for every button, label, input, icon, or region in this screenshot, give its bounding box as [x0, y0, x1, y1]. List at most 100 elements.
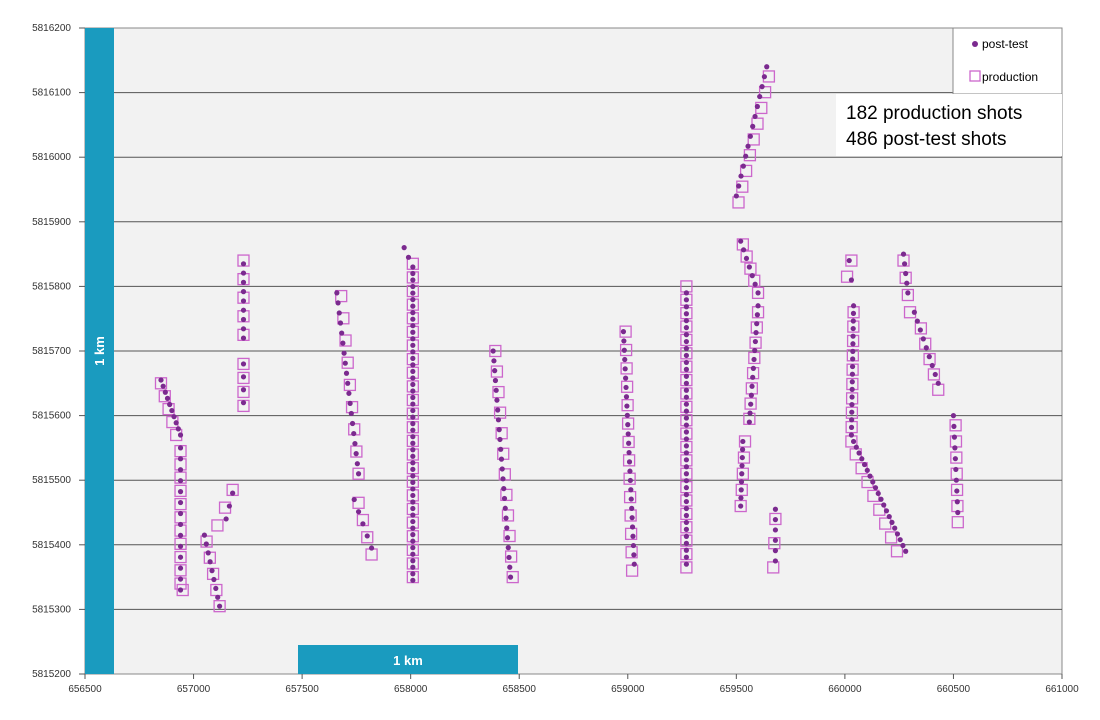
post-test-shot-point: [772, 548, 779, 554]
post-test-shot-point: [903, 548, 909, 554]
post-test-shot-point: [494, 397, 500, 403]
post-test-shot-point: [495, 407, 501, 413]
post-test-shot-point: [410, 368, 416, 375]
post-test-shot-point: [177, 532, 184, 538]
post-test-shot-point: [683, 422, 689, 428]
post-test-shot-point: [954, 488, 960, 494]
post-test-shot-point: [360, 521, 366, 527]
production-shot-point: [339, 334, 352, 347]
post-test-shot-point: [410, 564, 416, 570]
post-test-shot-point: [740, 163, 746, 169]
post-test-shot-point: [850, 348, 856, 354]
post-test-shot-point: [900, 251, 907, 257]
post-test-shot-point: [867, 473, 873, 479]
production-shot-point: [747, 133, 760, 146]
post-test-shot-point: [215, 594, 221, 600]
post-test-shot-point: [628, 487, 634, 493]
post-test-shot-point: [240, 279, 247, 285]
post-test-shot-point: [929, 362, 935, 369]
post-test-shot-point: [683, 464, 689, 470]
legend-post-test-label: post-test: [982, 37, 1029, 51]
post-test-shot-point: [850, 325, 856, 332]
post-test-shot-point: [683, 318, 689, 324]
post-test-shot-point: [752, 113, 758, 120]
post-test-shot-point: [683, 457, 689, 463]
post-test-shot-point: [334, 290, 340, 296]
post-test-shot-point: [683, 297, 689, 303]
production-shot-point: [950, 483, 964, 497]
post-test-shot-point: [351, 496, 357, 503]
post-test-shot-point: [410, 492, 416, 499]
post-test-shot-point: [849, 417, 855, 423]
post-test-shot-point: [752, 347, 758, 354]
post-test-shot-point: [410, 486, 416, 492]
post-test-shot-point: [772, 527, 779, 533]
post-test-shot-point: [849, 394, 855, 400]
horizontal-scale-bar-rect: [298, 645, 518, 674]
y-tick-label: 5815200: [32, 669, 71, 680]
post-test-shot-point: [683, 304, 689, 310]
post-test-shot-point: [506, 554, 512, 561]
production-shot-point: [619, 343, 633, 357]
post-test-shot-point: [240, 298, 247, 304]
horizontal-scale-bar-label: 1 km: [393, 653, 423, 668]
post-test-shot-point: [683, 498, 689, 505]
legend-production-marker: [969, 70, 981, 82]
production-shot-point: [950, 451, 963, 464]
post-test-shot-point: [903, 270, 909, 277]
post-test-shot-point: [870, 479, 876, 485]
post-test-shot-point: [905, 290, 911, 296]
x-tick-label: 660000: [828, 684, 862, 695]
production-shot-point: [840, 270, 854, 283]
post-test-shot-point: [950, 413, 957, 419]
post-test-shot-point: [410, 277, 416, 283]
post-test-shot-point: [850, 356, 856, 362]
y-tick-label: 5815500: [32, 475, 71, 486]
post-test-shot-point: [167, 401, 173, 408]
post-test-shot-point: [410, 558, 416, 564]
post-test-shot-point: [223, 516, 229, 522]
production-shot-point: [500, 488, 513, 502]
post-test-shot-point: [410, 577, 416, 583]
post-test-shot-point: [177, 445, 184, 451]
post-test-shot-point: [755, 303, 761, 309]
post-test-count-text: 486 post-test shots: [846, 129, 1007, 150]
post-test-shot-point: [499, 466, 505, 472]
post-test-shot-point: [624, 412, 630, 418]
post-test-shot-point: [177, 554, 184, 560]
y-tick-label: 5815300: [32, 604, 71, 615]
post-test-shot-point: [736, 183, 742, 189]
post-test-shot-point: [749, 273, 755, 279]
production-shot-point: [490, 365, 504, 378]
post-test-shot-point: [410, 264, 416, 270]
post-test-shot-point: [410, 270, 416, 277]
post-test-shot-point: [754, 321, 760, 327]
post-test-shot-point: [738, 487, 744, 493]
legend-production-label: production: [982, 70, 1038, 84]
post-test-shot-point: [627, 468, 633, 474]
post-test-shot-point: [764, 64, 770, 70]
production-shot-point: [361, 531, 374, 544]
post-test-shot-point: [683, 325, 689, 331]
post-test-shot-point: [410, 342, 416, 348]
post-test-shot-point: [628, 496, 634, 502]
post-test-shot-point: [743, 255, 750, 262]
post-test-shot-point: [753, 330, 759, 336]
post-test-shot-point: [951, 434, 958, 440]
post-test-shot-point: [622, 366, 628, 372]
post-test-shot-point: [495, 417, 502, 423]
post-test-shot-point: [410, 440, 416, 446]
x-tick-label: 659500: [720, 684, 754, 695]
post-test-shot-point: [683, 429, 689, 435]
post-test-shot-point: [738, 173, 744, 179]
post-test-shot-point: [177, 432, 184, 438]
post-test-shot-point: [410, 545, 416, 551]
x-tick-label: 658500: [503, 684, 537, 695]
post-test-shot-point: [850, 438, 857, 445]
production-shot-point: [501, 509, 515, 522]
post-test-shot-point: [683, 554, 689, 560]
production-shot-point: [492, 385, 505, 399]
post-test-shot-point: [177, 478, 184, 484]
post-test-shot-point: [503, 515, 509, 521]
x-tick-label: 659000: [611, 684, 645, 695]
